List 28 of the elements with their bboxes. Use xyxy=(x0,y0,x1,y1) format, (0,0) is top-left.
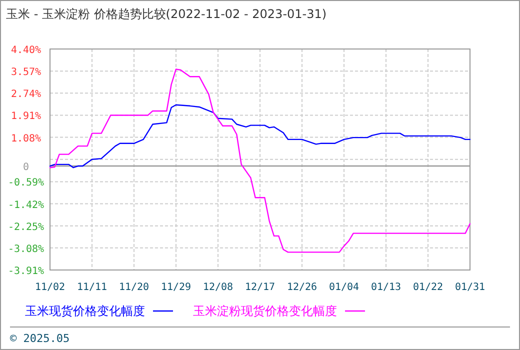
text: © 2025.05 xyxy=(10,332,70,345)
x-tick-label: 01/31 xyxy=(454,282,486,293)
line-series xyxy=(49,104,471,168)
y-tick-label: 4.40% xyxy=(10,45,42,56)
y-tick-label: -1.42% xyxy=(8,200,44,211)
y-tick-label: -2.25% xyxy=(8,222,44,233)
line-series xyxy=(49,68,471,253)
y-tick-label: 3.57% xyxy=(10,67,42,78)
y-tick-label: 2.74% xyxy=(10,89,42,100)
x-tick-label: 11/11 xyxy=(76,282,108,293)
legend-label: 玉米现货价格变化幅度 xyxy=(25,304,145,318)
x-tick-label: 12/26 xyxy=(286,282,318,293)
y-tick-label: 1.91% xyxy=(10,111,42,122)
chart-title: 玉米 - 玉米淀粉 价格趋势比较(2022-11-02 - 2023-01-31) xyxy=(6,7,327,21)
x-tick-label: 12/08 xyxy=(202,282,234,293)
legend-label: 玉米淀粉现货价格变化幅度 xyxy=(193,304,337,318)
x-tick-label: 01/13 xyxy=(370,282,402,293)
y-tick-label: 1.08% xyxy=(10,133,42,144)
x-tick-label: 12/17 xyxy=(244,282,276,293)
x-tick-label: 01/04 xyxy=(328,282,360,293)
y-tick-label: -3.08% xyxy=(8,244,44,255)
y-tick-label: 0 xyxy=(22,162,30,174)
x-tick-label: 11/02 xyxy=(34,282,66,293)
y-tick-label: -3.91% xyxy=(8,266,44,277)
x-tick-label: 01/22 xyxy=(412,282,444,293)
y-tick-label: -0.59% xyxy=(8,178,44,189)
x-tick-label: 11/29 xyxy=(160,282,192,293)
x-tick-label: 11/20 xyxy=(118,282,150,293)
